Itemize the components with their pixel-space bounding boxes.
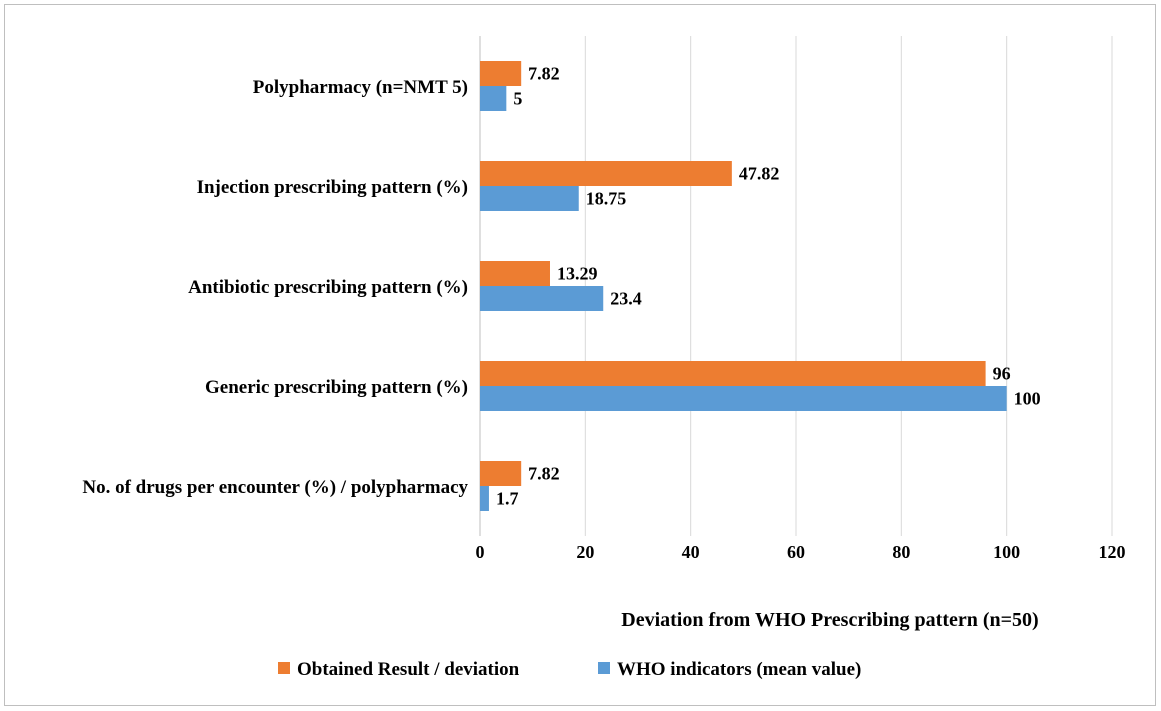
bar-who-indicator [480, 186, 579, 211]
gridlines [479, 36, 1113, 536]
x-tick-label: 0 [476, 542, 485, 562]
bar-obtained-result [480, 261, 550, 286]
data-label: 100 [1014, 389, 1041, 409]
x-axis-title: Deviation from WHO Prescribing pattern (… [621, 609, 1038, 631]
data-label: 1.7 [496, 489, 519, 509]
data-label: 96 [993, 364, 1011, 384]
category-label: No. of drugs per encounter (%) / polypha… [82, 477, 468, 498]
data-label: 5 [513, 89, 522, 109]
legend: Obtained Result / deviation WHO indicator… [278, 659, 861, 680]
bar-obtained-result [480, 161, 732, 186]
bar-who-indicator [480, 386, 1007, 411]
category-labels: Polypharmacy (n=NMT 5) Injection prescrib… [82, 77, 468, 498]
bar-who-indicator [480, 286, 604, 311]
data-label: 47.82 [739, 164, 780, 184]
bar-who-indicator [480, 486, 489, 511]
x-tick-label: 120 [1099, 542, 1126, 562]
category-label: Injection prescribing pattern (%) [197, 177, 468, 198]
legend-swatch-obtained [278, 662, 290, 674]
data-label: 18.75 [586, 189, 627, 209]
bar-obtained-result [480, 461, 522, 486]
legend-label: Obtained Result / deviation [297, 659, 520, 680]
category-label: Polypharmacy (n=NMT 5) [253, 77, 468, 98]
data-label: 13.29 [557, 264, 598, 284]
x-tick-label: 100 [993, 542, 1020, 562]
data-label: 7.82 [528, 64, 560, 84]
x-tick-label: 40 [682, 542, 700, 562]
category-label: Generic prescribing pattern (%) [205, 377, 468, 398]
data-label: 23.4 [610, 289, 642, 309]
x-tick-label: 80 [892, 542, 910, 562]
legend-swatch-who [598, 662, 610, 674]
legend-label: WHO indicators (mean value) [617, 659, 861, 680]
bars [480, 61, 1007, 511]
x-tick-labels: 0 20 40 60 80 100 120 [476, 542, 1126, 562]
bar-who-indicator [480, 86, 507, 111]
bar-obtained-result [480, 61, 522, 86]
category-label: Antibiotic prescribing pattern (%) [188, 277, 468, 298]
x-tick-label: 60 [787, 542, 805, 562]
bar-obtained-result [480, 361, 986, 386]
data-label: 7.82 [528, 464, 560, 484]
x-tick-label: 20 [576, 542, 594, 562]
chart-frame [4, 4, 1156, 706]
